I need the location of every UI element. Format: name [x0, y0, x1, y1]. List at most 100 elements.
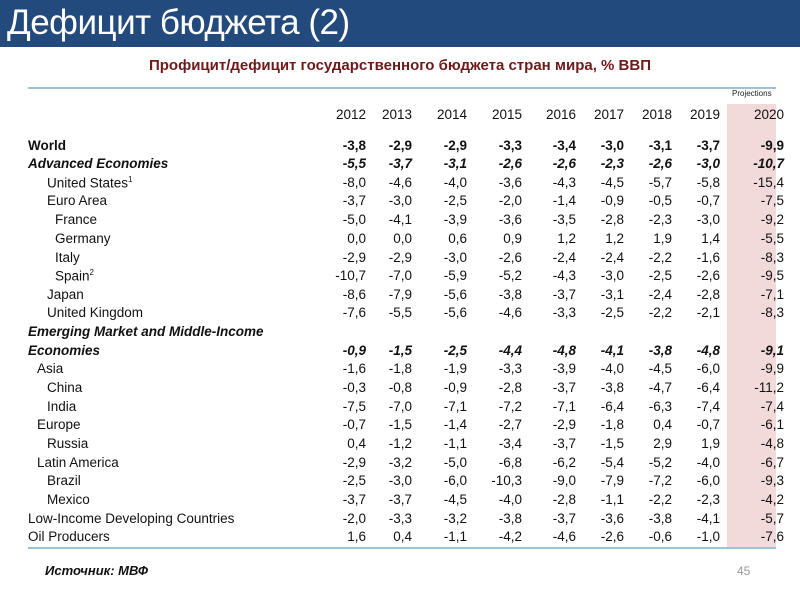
row-label-text: Advanced Economies	[28, 156, 169, 171]
table-row: Advanced Economies -5,5 -3,7 -3,1 -2,6 -2,6 -2…	[0, 156, 800, 175]
row-label: Advanced Economies	[28, 156, 168, 171]
cell-2013: -4,6	[388, 175, 412, 190]
cell-2015: -3,8	[498, 511, 522, 526]
cell-2014: -0,9	[443, 380, 467, 395]
cell-2015: -2,8	[498, 380, 522, 395]
year-header-2014: 2014	[436, 107, 467, 122]
cell-2019: -0,7	[696, 417, 720, 432]
cell-2013: -4,1	[388, 212, 412, 227]
cell-2012: -8,6	[342, 287, 366, 302]
cell-2018: -3,8	[648, 511, 672, 526]
cell-2016: -2,4	[552, 250, 576, 265]
table-row: Spain2 -10,7 -7,0 -5,9 -5,2 -4,3 -3,0 -2,5 -2,6 -…	[0, 268, 800, 287]
cell-2013: 0,0	[393, 231, 412, 246]
cell-2017: -2,5	[600, 305, 624, 320]
cell-2017: -3,6	[600, 511, 624, 526]
cell-2019: -6,4	[696, 380, 720, 395]
cell-2015: -2,6	[498, 250, 522, 265]
cell-2018: -5,7	[648, 175, 672, 190]
cell-2014: -3,9	[443, 212, 467, 227]
cell-2020: -7,1	[760, 287, 784, 302]
cell-2016: -6,2	[552, 455, 576, 470]
cell-2016: -4,3	[552, 175, 576, 190]
year-header-2012: 2012	[335, 107, 366, 122]
cell-2016: -3,9	[552, 361, 576, 376]
row-label: India	[47, 399, 76, 414]
table-row: Brazil -2,5 -3,0 -6,0 -10,3 -9,0 -7,9 -7,2 -6,0 -…	[0, 473, 800, 492]
cell-2013: -7,9	[388, 287, 412, 302]
row-label: World	[28, 138, 66, 153]
cell-2014: -4,5	[443, 492, 467, 507]
cell-2013: -1,2	[388, 436, 412, 451]
row-label-text: United States	[47, 175, 129, 191]
cell-2012: -3,8	[342, 138, 366, 153]
row-label: United Kingdom	[47, 305, 143, 320]
cell-2016: 1,2	[557, 231, 576, 246]
cell-2013: -7,0	[388, 399, 412, 414]
row-label: Asia	[37, 361, 63, 376]
cell-2012: -2,0	[342, 511, 366, 526]
cell-2020: -9,1	[760, 343, 784, 358]
row-label: Italy	[55, 250, 80, 265]
cell-2013: -3,3	[388, 511, 412, 526]
table-row: Latin America -2,9 -3,2 -5,0 -6,8 -6,2 -5,4 -5,…	[0, 455, 800, 474]
cell-2018: -4,5	[648, 361, 672, 376]
cell-2017: -5,4	[600, 455, 624, 470]
cell-2014: -5,9	[443, 268, 467, 283]
cell-2020: -9,2	[760, 212, 784, 227]
cell-2014: -7,1	[443, 399, 467, 414]
cell-2019: -5,8	[696, 175, 720, 190]
bottom-rule	[28, 547, 776, 549]
cell-2016: -4,6	[552, 529, 576, 544]
cell-2016: -2,6	[552, 156, 576, 171]
table-row: China -0,3 -0,8 -0,9 -2,8 -3,7 -3,8 -4,7 -6,4 -11…	[0, 380, 800, 399]
year-header-2017: 2017	[593, 107, 624, 122]
row-label: Mexico	[47, 492, 90, 507]
table-row: United Kingdom -7,6 -5,5 -5,6 -4,6 -3,3 -2,5 -2…	[0, 305, 800, 324]
cell-2019: -3,7	[696, 138, 720, 153]
cell-2012: -0,3	[342, 380, 366, 395]
cell-2013: -1,5	[388, 343, 412, 358]
cell-2017: -2,8	[600, 212, 624, 227]
cell-2014: -2,5	[443, 193, 467, 208]
cell-2016: -1,4	[552, 193, 576, 208]
cell-2012: 1,6	[347, 529, 366, 544]
table-row: Europe -0,7 -1,5 -1,4 -2,7 -2,9 -1,8 0,4 -0,7 -6,…	[0, 417, 800, 436]
cell-2015: -3,4	[498, 436, 522, 451]
cell-2012: -7,6	[342, 305, 366, 320]
cell-2012: -2,9	[342, 250, 366, 265]
table-row: Oil Producers 1,6 0,4 -1,1 -4,2 -4,6 -2,6 -0,6 -…	[0, 529, 800, 548]
cell-2012: -0,7	[342, 417, 366, 432]
cell-2018: -3,8	[648, 343, 672, 358]
cell-2015: -4,2	[498, 529, 522, 544]
cell-2020: -7,5	[760, 193, 784, 208]
cell-2016: -3,7	[552, 436, 576, 451]
slide-title: Дефицит бюджета (2)	[7, 3, 350, 42]
row-label: Emerging Market and Middle-Income	[28, 324, 264, 339]
cell-2020: -5,7	[760, 511, 784, 526]
cell-2017: -3,1	[600, 287, 624, 302]
cell-2018: -2,2	[648, 492, 672, 507]
cell-2012: -3,7	[342, 492, 366, 507]
row-label-text: Europe	[37, 417, 81, 432]
footnote-marker: 2	[89, 268, 94, 277]
cell-2017: 1,2	[605, 231, 624, 246]
cell-2017: -3,0	[600, 138, 624, 153]
cell-2014: -3,0	[443, 250, 467, 265]
cell-2019: -7,4	[696, 399, 720, 414]
cell-2020: -9,3	[760, 473, 784, 488]
row-label: Latin America	[37, 455, 119, 470]
cell-2013: -2,9	[388, 138, 412, 153]
year-header-2019: 2019	[689, 107, 720, 122]
row-label-text: Germany	[55, 231, 111, 246]
cell-2015: -2,6	[498, 156, 522, 171]
row-label-text: United Kingdom	[47, 305, 144, 320]
cell-2016: -3,7	[552, 287, 576, 302]
row-label: Brazil	[47, 473, 81, 488]
cell-2012: -3,7	[342, 193, 366, 208]
cell-2014: -6,0	[443, 473, 467, 488]
cell-2013: -7,0	[388, 268, 412, 283]
cell-2014: -5,6	[443, 305, 467, 320]
cell-2012: -5,5	[342, 156, 366, 171]
cell-2014: -2,5	[443, 343, 467, 358]
